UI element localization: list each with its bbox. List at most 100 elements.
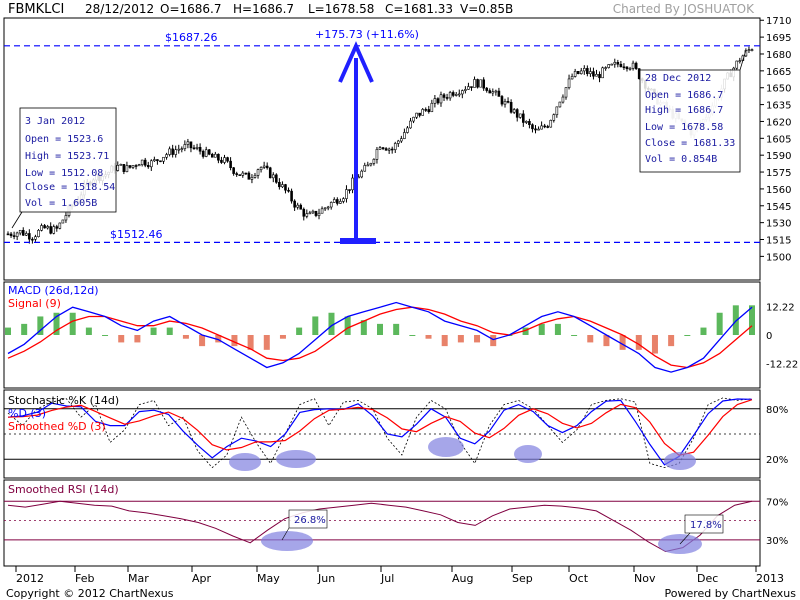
macd-histogram-bar <box>134 335 141 343</box>
candle-body <box>192 147 196 150</box>
x-axis-label: Oct <box>569 572 589 585</box>
candle-body <box>387 148 391 151</box>
candle-body <box>515 109 519 118</box>
macd-histogram-bar <box>651 335 658 354</box>
macd-histogram-bar <box>457 335 464 343</box>
candle-body <box>552 114 556 121</box>
macd-histogram-bar <box>603 335 610 347</box>
candle-body <box>439 94 443 104</box>
candle-body <box>451 92 455 96</box>
candle-body <box>445 97 449 99</box>
macd-histogram-bar <box>150 327 157 335</box>
macd-histogram-bar <box>377 323 383 335</box>
candle-body <box>454 94 458 96</box>
x-axis-label: Sep <box>512 572 533 585</box>
candle-body <box>177 148 181 151</box>
tooltip-end-low: Low = 1678.58 <box>645 122 723 133</box>
macd-histogram-bar <box>571 335 578 336</box>
price-y-tick-label: 1575 <box>766 168 791 179</box>
candle-body <box>525 121 528 123</box>
macd-histogram-bar <box>21 323 28 335</box>
candle-body <box>595 73 598 77</box>
header-credit: Charted By JOSHUATOK <box>613 2 755 16</box>
candle-body <box>326 206 330 209</box>
candle-body <box>165 154 168 158</box>
candle-body <box>125 165 129 172</box>
candle-body <box>528 121 531 125</box>
oversold-ellipse <box>229 453 261 471</box>
oversold-ellipse <box>514 445 542 463</box>
macd-histogram-bar <box>296 327 303 335</box>
candle-body <box>747 49 751 52</box>
x-axis-label: 2013 <box>756 572 784 585</box>
candle-body <box>265 165 269 169</box>
candle-body <box>302 208 306 217</box>
candle-body <box>339 201 342 204</box>
candle-body <box>567 78 571 88</box>
candle-body <box>601 67 604 79</box>
macd-histogram-bar <box>490 335 497 347</box>
candle-body <box>268 167 272 179</box>
candle-body <box>406 127 409 133</box>
candle-body <box>143 159 147 166</box>
candle-body <box>241 172 245 176</box>
candle-body <box>366 164 370 167</box>
candle-body <box>461 90 464 95</box>
macd-histogram-bar <box>53 312 60 335</box>
macd-histogram-bar <box>393 323 400 335</box>
oversold-ellipse <box>664 452 696 470</box>
macd-histogram-bar <box>668 335 675 347</box>
candle-body <box>543 125 546 128</box>
header-low: L=1678.58 <box>308 2 374 16</box>
tooltip-start: 3 Jan 2012 Open = 1523.6 High = 1523.71 … <box>19 107 117 213</box>
candle-body <box>122 164 126 172</box>
macd-histogram-bar <box>118 335 125 343</box>
candle-body <box>311 210 315 214</box>
candle-body <box>150 160 153 168</box>
candle-body <box>250 177 254 180</box>
header-open: O=1686.7 <box>160 2 222 16</box>
rsi-annotation-pointer <box>281 527 290 541</box>
candle-body <box>214 153 217 158</box>
candle-body <box>631 62 635 69</box>
candle-body <box>247 172 251 180</box>
candle-body <box>210 153 214 158</box>
candle-body <box>750 49 754 51</box>
candle-body <box>589 71 592 75</box>
macd-histogram-bar <box>538 323 545 335</box>
macd-histogram-bar <box>231 335 238 347</box>
candle-body <box>433 98 437 104</box>
macd-line <box>7 301 753 373</box>
candle-body <box>491 91 495 94</box>
candle-body <box>522 113 525 123</box>
candle-body <box>281 184 284 188</box>
candle-body <box>558 101 562 108</box>
candle-body <box>534 128 537 131</box>
macd-histogram-bar <box>684 335 691 336</box>
candle-body <box>518 113 522 118</box>
gain-label: +175.73 (+11.6%) <box>315 28 419 41</box>
price-panel <box>3 17 761 281</box>
candle-body <box>9 233 13 236</box>
stoch-smoothed-d-line <box>7 399 753 456</box>
candle-body <box>31 238 34 241</box>
rsi-line <box>7 500 753 553</box>
stoch-sd-legend: Smoothed %D (3) <box>8 420 106 433</box>
candle-body <box>634 62 638 69</box>
candle-body <box>207 149 211 155</box>
macd-histogram-bar <box>312 316 319 335</box>
candle-body <box>348 189 351 191</box>
candle-body <box>226 157 229 162</box>
candle-body <box>159 160 162 163</box>
price-y-tick-label: 1650 <box>766 84 791 95</box>
macd-histogram-bar <box>700 327 707 335</box>
tooltip-start-date: 3 Jan 2012 <box>25 116 85 127</box>
candle-body <box>485 87 489 91</box>
tooltip-end-date: 28 Dec 2012 <box>645 73 711 84</box>
candle-body <box>180 148 184 150</box>
candle-body <box>308 212 312 215</box>
top-line-label: $1687.26 <box>165 31 218 44</box>
macd-histogram-bar <box>102 335 109 336</box>
candle-body <box>49 226 52 234</box>
